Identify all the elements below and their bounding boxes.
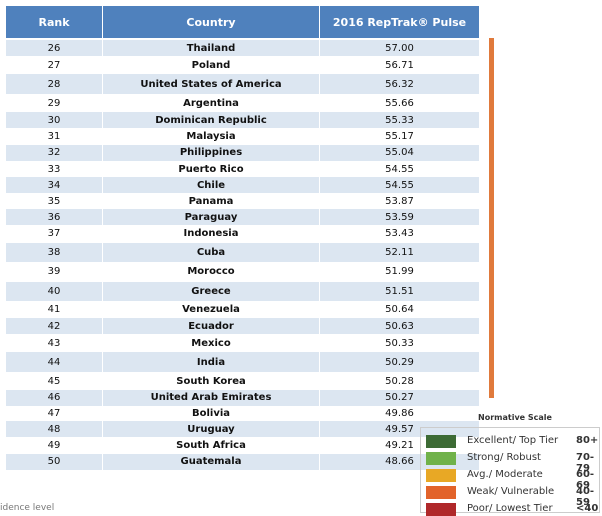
score-cell: 50.27 (320, 390, 480, 406)
rank-cell: 34 (6, 177, 103, 193)
country-cell: Panama (103, 193, 320, 209)
rank-cell: 38 (6, 242, 103, 262)
country-cell: Thailand (103, 40, 320, 56)
legend-swatch (426, 503, 456, 516)
rank-cell: 31 (6, 128, 103, 145)
legend-label: Avg./ Moderate (467, 469, 543, 480)
country-cell: Chile (103, 177, 320, 193)
header-cell: Rank (6, 6, 103, 38)
country-cell: India (103, 352, 320, 372)
rank-cell: 42 (6, 318, 103, 334)
legend-range: 40-59 (576, 486, 595, 508)
rank-cell: 40 (6, 281, 103, 301)
score-cell: 56.32 (320, 74, 480, 94)
score-cell: 55.66 (320, 94, 480, 112)
legend-range: 80+ (576, 435, 599, 446)
legend-label: Weak/ Vulnerable (467, 486, 555, 497)
rank-cell: 49 (6, 437, 103, 454)
rank-cell: 37 (6, 225, 103, 243)
orange-bar (489, 38, 494, 398)
country-cell: South Korea (103, 372, 320, 390)
score-cell: 51.51 (320, 281, 480, 301)
score-cell: 55.33 (320, 112, 480, 128)
rank-cell: 50 (6, 453, 103, 470)
country-cell: Argentina (103, 94, 320, 112)
score-cell: 53.59 (320, 209, 480, 225)
rank-cell: 46 (6, 390, 103, 406)
score-cell: 50.63 (320, 318, 480, 334)
score-cell: 55.04 (320, 144, 480, 161)
rank-cell: 33 (6, 161, 103, 177)
country-cell: Guatemala (103, 453, 320, 470)
rank-cell: 28 (6, 74, 103, 94)
score-cell: 54.55 (320, 161, 480, 177)
legend-range: 60-69 (576, 469, 595, 491)
score-cell: 51.99 (320, 262, 480, 282)
legend-swatch (426, 452, 456, 465)
rank-cell: 39 (6, 262, 103, 282)
country-cell: South Africa (103, 437, 320, 454)
rank-cell: 32 (6, 144, 103, 161)
score-cell: 55.17 (320, 128, 480, 145)
country-cell: Uruguay (103, 421, 320, 437)
country-cell: Poland (103, 56, 320, 74)
country-cell: Cuba (103, 242, 320, 262)
country-cell: Venezuela (103, 300, 320, 318)
country-cell: United Arab Emirates (103, 390, 320, 406)
rank-cell: 48 (6, 421, 103, 437)
score-cell: 50.29 (320, 352, 480, 372)
rank-cell: 36 (6, 209, 103, 225)
score-cell: 49.57 (320, 421, 480, 437)
legend-range: <40 (576, 503, 599, 514)
country-cell: Paraguay (103, 209, 320, 225)
country-cell: Ecuador (103, 318, 320, 334)
country-cell: United States of America (103, 74, 320, 94)
country-cell: Morocco (103, 262, 320, 282)
legend-range: 70-79 (576, 452, 595, 474)
header-cell: 2016 RepTrak® Pulse (320, 6, 480, 38)
score-cell: 56.71 (320, 56, 480, 74)
legend-swatch (426, 469, 456, 482)
legend-title: Normative Scale (478, 413, 552, 422)
country-cell: Dominican Republic (103, 112, 320, 128)
score-cell: 53.43 (320, 225, 480, 243)
legend-label: Strong/ Robust (467, 452, 541, 463)
header-cell: Country (103, 6, 320, 38)
rank-cell: 29 (6, 94, 103, 112)
rank-cell: 43 (6, 334, 103, 352)
legend-label: Excellent/ Top Tier (467, 435, 559, 446)
country-cell: Mexico (103, 334, 320, 352)
score-cell: 57.00 (320, 40, 480, 56)
rank-cell: 41 (6, 300, 103, 318)
score-cell: 53.87 (320, 193, 480, 209)
country-cell: Greece (103, 281, 320, 301)
score-cell: 49.86 (320, 405, 480, 421)
country-cell: Philippines (103, 144, 320, 161)
rank-cell: 26 (6, 40, 103, 56)
country-cell: Malaysia (103, 128, 320, 145)
legend-swatch (426, 435, 456, 448)
country-cell: Indonesia (103, 225, 320, 243)
rank-cell: 47 (6, 405, 103, 421)
rank-cell: 27 (6, 56, 103, 74)
rank-cell: 44 (6, 352, 103, 372)
score-cell: 50.64 (320, 300, 480, 318)
legend: Excellent/ Top Tier 80+ Strong/ Robust 70-7… (420, 427, 600, 516)
legend-label: Poor/ Lowest Tier (467, 503, 553, 514)
legend-swatch (426, 486, 456, 499)
rank-cell: 35 (6, 193, 103, 209)
score-cell: 52.11 (320, 242, 480, 262)
score-cell: 50.33 (320, 334, 480, 352)
rank-cell: 45 (6, 372, 103, 390)
score-cell: 50.28 (320, 372, 480, 390)
country-cell: Bolivia (103, 405, 320, 421)
score-cell: 54.55 (320, 177, 480, 193)
footnote: idence level (0, 503, 55, 513)
rank-cell: 30 (6, 112, 103, 128)
country-cell: Puerto Rico (103, 161, 320, 177)
